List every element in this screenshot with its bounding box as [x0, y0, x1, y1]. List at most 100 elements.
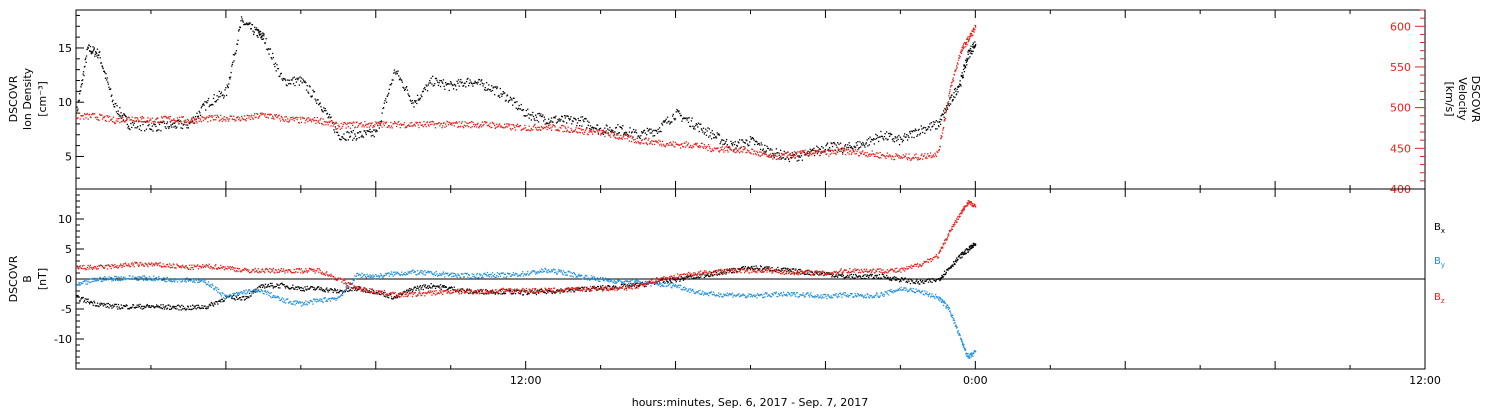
- data-point: [571, 123, 573, 125]
- data-point: [254, 116, 256, 119]
- data-point: [106, 79, 108, 81]
- data-point: [114, 106, 116, 108]
- data-point: [372, 289, 375, 292]
- data-point: [633, 141, 636, 144]
- data-point: [201, 279, 203, 281]
- data-point: [878, 157, 881, 159]
- data-point: [617, 124, 619, 126]
- data-point: [896, 277, 899, 280]
- data-point: [740, 268, 742, 270]
- data-point: [911, 280, 914, 282]
- data-point: [107, 306, 109, 308]
- data-point: [702, 273, 704, 275]
- data-point: [437, 81, 439, 83]
- data-point: [99, 51, 101, 53]
- data-point: [858, 147, 860, 149]
- data-point: [149, 118, 151, 120]
- data-point: [331, 289, 334, 291]
- data-point: [862, 274, 865, 277]
- data-point: [455, 122, 457, 124]
- data-point: [337, 134, 339, 136]
- data-point: [711, 148, 713, 150]
- data-point: [219, 299, 221, 301]
- data-point: [271, 58, 273, 60]
- data-point: [964, 65, 966, 67]
- data-point: [736, 151, 738, 153]
- data-point: [117, 118, 120, 120]
- data-point: [723, 139, 725, 142]
- data-point: [548, 290, 550, 292]
- data-point: [437, 285, 439, 287]
- data-point: [755, 140, 757, 142]
- data-point: [553, 125, 556, 127]
- data-point: [639, 284, 641, 286]
- data-point: [277, 295, 279, 298]
- data-point: [863, 153, 865, 155]
- data-point: [919, 158, 921, 161]
- data-point: [556, 273, 558, 275]
- data-point: [111, 307, 113, 309]
- data-point: [633, 131, 636, 133]
- data-point: [282, 300, 284, 303]
- data-point: [795, 151, 797, 154]
- data-point: [309, 86, 311, 88]
- data-point: [203, 104, 205, 106]
- data-point: [741, 139, 743, 141]
- data-point: [716, 147, 718, 150]
- data-point: [575, 119, 577, 121]
- data-point: [472, 292, 474, 294]
- data-point: [555, 129, 557, 131]
- data-point: [108, 86, 110, 88]
- data-point: [164, 306, 166, 308]
- data-point: [568, 270, 571, 273]
- data-point: [206, 283, 208, 285]
- data-point: [319, 119, 321, 121]
- data-point: [153, 120, 156, 122]
- data-point: [231, 118, 233, 120]
- data-point: [965, 41, 968, 44]
- data-point: [489, 89, 491, 91]
- data-point: [226, 296, 228, 298]
- data-point: [341, 292, 344, 294]
- data-point: [166, 308, 168, 310]
- data-point: [241, 296, 243, 298]
- data-point: [540, 268, 543, 270]
- data-point: [147, 305, 149, 307]
- data-point: [240, 119, 242, 121]
- data-point: [610, 129, 612, 131]
- data-point: [893, 141, 896, 143]
- data-point: [169, 126, 171, 128]
- data-point: [110, 95, 112, 97]
- data-point: [349, 136, 351, 138]
- data-point: [179, 120, 182, 123]
- data-point: [187, 305, 189, 307]
- data-point: [205, 308, 207, 310]
- data-point: [425, 125, 427, 128]
- data-point: [972, 42, 974, 44]
- data-point: [757, 143, 759, 146]
- data-point: [331, 298, 333, 300]
- data-point: [401, 274, 403, 276]
- data-point: [650, 142, 652, 144]
- data-point: [730, 140, 732, 142]
- data-point: [96, 116, 99, 118]
- data-point: [150, 305, 153, 307]
- data-point: [572, 276, 574, 278]
- data-point: [897, 138, 899, 140]
- data-point: [609, 279, 611, 281]
- data-point: [759, 144, 761, 146]
- data-point: [349, 135, 352, 137]
- data-point: [430, 271, 432, 273]
- data-point: [586, 133, 589, 135]
- data-point: [552, 290, 554, 293]
- data-point: [289, 119, 291, 121]
- data-point: [393, 297, 395, 299]
- data-point: [308, 117, 310, 119]
- data-point: [438, 285, 440, 287]
- data-point: [116, 118, 118, 120]
- data-point: [902, 154, 904, 156]
- data-point: [695, 292, 697, 294]
- data-point: [839, 274, 841, 276]
- data-point: [690, 288, 692, 290]
- data-point: [465, 80, 468, 83]
